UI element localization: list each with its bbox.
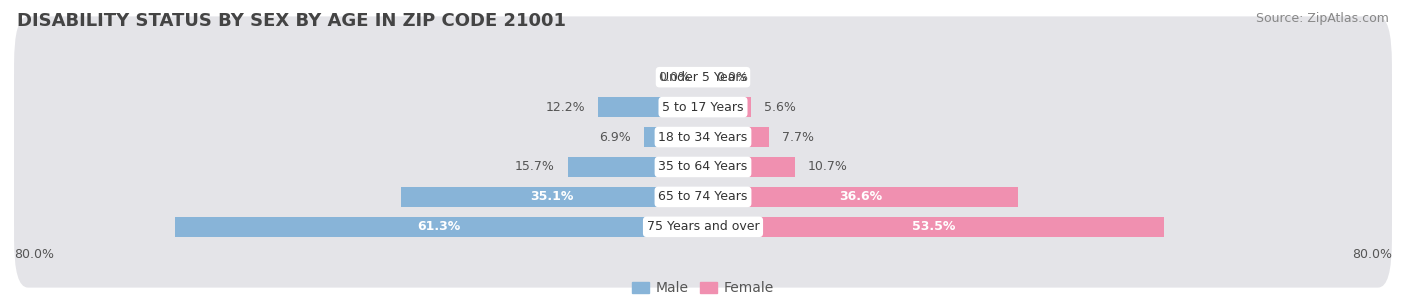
FancyBboxPatch shape [14, 46, 1392, 168]
FancyBboxPatch shape [14, 76, 1392, 198]
Text: 36.6%: 36.6% [839, 190, 882, 203]
Text: Source: ZipAtlas.com: Source: ZipAtlas.com [1256, 12, 1389, 25]
Text: Under 5 Years: Under 5 Years [659, 71, 747, 84]
Bar [568, 157, 703, 177]
Bar [703, 97, 751, 117]
FancyBboxPatch shape [14, 136, 1392, 258]
FancyBboxPatch shape [14, 106, 1392, 228]
Bar [703, 127, 769, 147]
Text: 61.3%: 61.3% [418, 220, 461, 233]
Text: 7.7%: 7.7% [782, 130, 814, 143]
FancyBboxPatch shape [14, 16, 1392, 138]
Text: 80.0%: 80.0% [14, 248, 53, 261]
Text: DISABILITY STATUS BY SEX BY AGE IN ZIP CODE 21001: DISABILITY STATUS BY SEX BY AGE IN ZIP C… [17, 12, 565, 30]
Legend: Male, Female: Male, Female [627, 276, 779, 301]
Text: 5 to 17 Years: 5 to 17 Years [662, 101, 744, 114]
Text: 53.5%: 53.5% [911, 220, 955, 233]
Text: 15.7%: 15.7% [515, 161, 555, 174]
Text: 12.2%: 12.2% [546, 101, 585, 114]
Bar [703, 157, 796, 177]
Bar [644, 127, 703, 147]
Text: 10.7%: 10.7% [808, 161, 848, 174]
FancyBboxPatch shape [14, 166, 1392, 288]
Text: 18 to 34 Years: 18 to 34 Years [658, 130, 748, 143]
Text: 35.1%: 35.1% [530, 190, 574, 203]
Text: 65 to 74 Years: 65 to 74 Years [658, 190, 748, 203]
Text: 80.0%: 80.0% [1353, 248, 1392, 261]
Text: 35 to 64 Years: 35 to 64 Years [658, 161, 748, 174]
Bar [703, 217, 1164, 237]
Bar [598, 97, 703, 117]
Text: 6.9%: 6.9% [599, 130, 631, 143]
Text: 5.6%: 5.6% [763, 101, 796, 114]
Text: 0.0%: 0.0% [658, 71, 690, 84]
Text: 0.0%: 0.0% [716, 71, 748, 84]
Bar [176, 217, 703, 237]
Bar [401, 187, 703, 207]
Bar [703, 187, 1018, 207]
Text: 75 Years and over: 75 Years and over [647, 220, 759, 233]
